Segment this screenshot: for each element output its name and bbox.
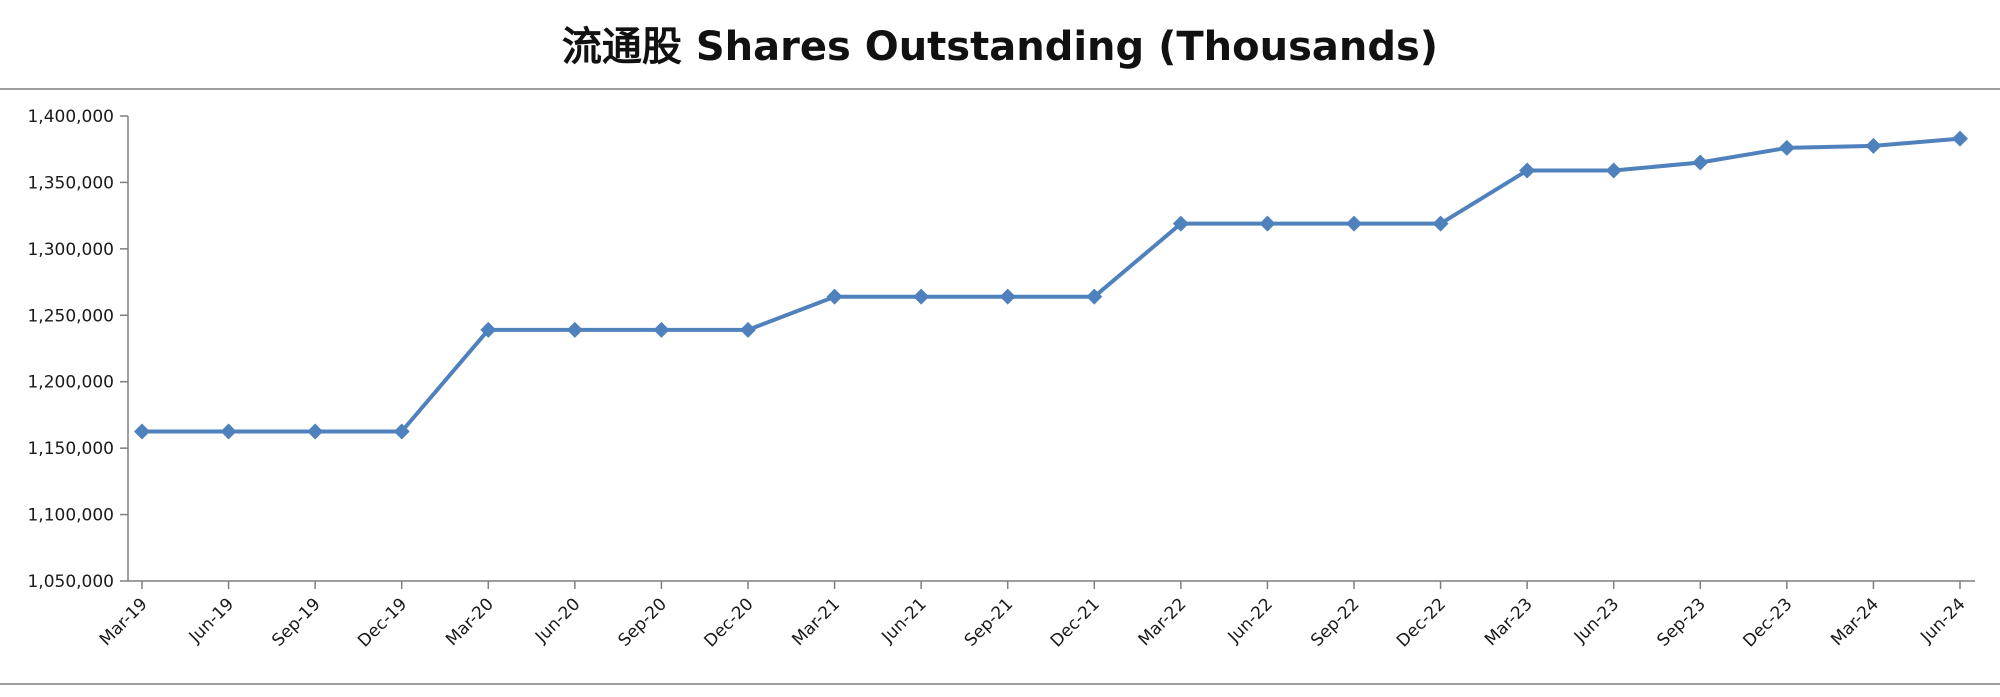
data-point-marker [1605, 162, 1622, 179]
chart-title: 流通股 Shares Outstanding (Thousands) [561, 24, 1439, 70]
y-tick-label: 1,050,000 [27, 572, 114, 592]
data-point-marker [1778, 139, 1795, 156]
y-tick-label: 1,350,000 [27, 173, 114, 193]
y-tick-label: 1,150,000 [27, 439, 114, 459]
x-tick-label: Jun-21 [877, 594, 930, 647]
x-tick-label: Mar-23 [1481, 594, 1537, 650]
y-tick-label: 1,400,000 [27, 107, 114, 127]
x-tick-label: Jun-22 [1224, 594, 1277, 647]
x-tick-label: Sep-20 [615, 594, 671, 650]
y-tick-label: 1,100,000 [27, 506, 114, 526]
data-point-marker [913, 288, 930, 305]
data-point-marker [653, 321, 670, 338]
data-point-marker [999, 288, 1016, 305]
data-point-marker [1346, 215, 1362, 232]
x-tick-label: Dec-20 [700, 594, 757, 651]
data-point-marker [307, 423, 324, 440]
data-point-marker [134, 423, 150, 440]
data-point-marker [480, 321, 497, 338]
series-layer [134, 130, 1968, 440]
x-axis-ticks: Mar-19 Jun-19 Sep-19 Dec-19 Mar-20 Jun-20 Sep-… [96, 581, 1970, 651]
y-tick-label: 1,250,000 [27, 306, 114, 326]
data-point-marker [1259, 215, 1276, 232]
x-tick-label: Jun-23 [1570, 594, 1623, 647]
data-point-marker [1865, 137, 1882, 154]
x-tick-label: Sep-19 [268, 594, 324, 650]
series-line [142, 136, 1961, 434]
x-tick-label: Mar-24 [1827, 594, 1883, 650]
x-tick-label: Dec-23 [1739, 594, 1796, 651]
data-point-marker [1519, 162, 1536, 179]
y-tick-label: 1,200,000 [27, 373, 114, 393]
data-point-marker [1432, 215, 1449, 232]
x-tick-label: Mar-19 [96, 594, 152, 650]
x-tick-label: Sep-22 [1307, 594, 1363, 650]
x-tick-label: Dec-19 [354, 594, 411, 651]
y-tick-label: 1,300,000 [27, 240, 114, 260]
data-point-marker [740, 321, 756, 338]
data-point-marker [566, 321, 583, 338]
x-tick-label: Mar-20 [442, 594, 498, 650]
x-tick-label: Mar-22 [1135, 594, 1191, 650]
data-point-marker [393, 423, 410, 440]
data-point-marker [1086, 288, 1103, 305]
data-point-marker [1952, 130, 1968, 147]
x-tick-label: Jun-19 [185, 594, 238, 647]
x-tick-label: Sep-21 [961, 594, 1017, 650]
data-point-marker [826, 288, 843, 305]
x-tick-label: Dec-21 [1047, 594, 1104, 651]
x-tick-label: Dec-22 [1393, 594, 1450, 651]
data-point-marker [1172, 215, 1189, 232]
x-tick-label: Sep-23 [1653, 594, 1709, 650]
data-point-marker [1692, 154, 1709, 171]
x-tick-label: Jun-24 [1916, 594, 1969, 647]
x-tick-label: Mar-21 [788, 594, 844, 650]
y-axis-ticks: 1,050,000 1,100,000 1,150,000 1,200,000 1,25… [27, 107, 128, 592]
x-tick-label: Jun-20 [531, 594, 584, 647]
data-point-marker [220, 423, 237, 440]
